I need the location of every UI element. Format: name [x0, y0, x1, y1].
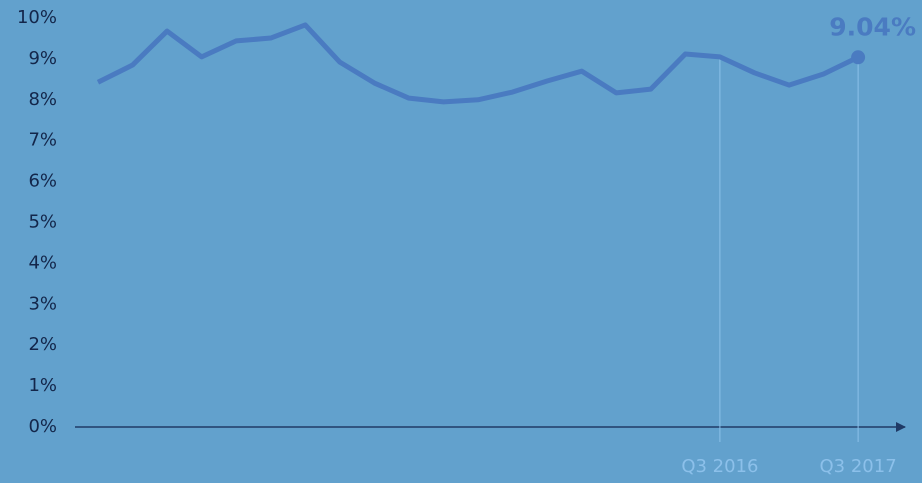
y-tick-label: 5%	[28, 212, 57, 233]
x-tick-label: Q3 2016	[681, 456, 758, 477]
line	[96, 22, 860, 105]
y-tick-label: 4%	[28, 252, 57, 273]
y-tick-label: 1%	[28, 375, 57, 396]
y-tick-label: 9%	[28, 48, 57, 69]
data-label: 9.04%	[829, 12, 916, 41]
x-tick-label: Q3 2017	[820, 456, 897, 477]
y-tick-label: 10%	[17, 7, 57, 28]
y-tick-label: 6%	[28, 171, 57, 192]
y-tick-label: 0%	[28, 416, 57, 437]
y-tick-label: 7%	[28, 130, 57, 151]
y-tick-label: 8%	[28, 89, 57, 110]
y-tick-label: 3%	[28, 293, 57, 314]
y-tick-label: 2%	[28, 334, 57, 355]
point	[851, 50, 866, 65]
